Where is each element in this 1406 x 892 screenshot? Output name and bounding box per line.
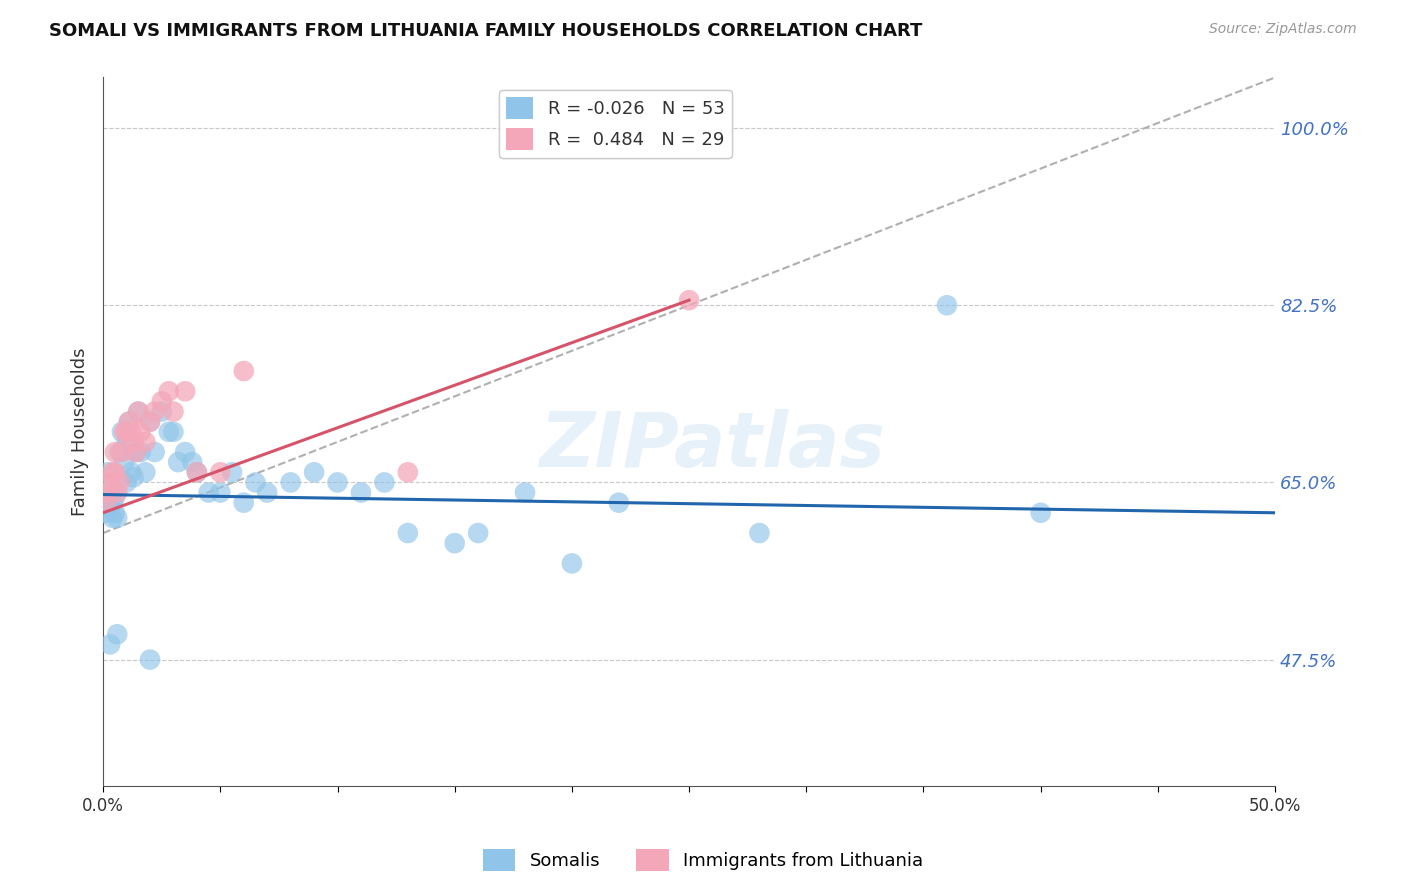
Point: [104, 506, 127, 520]
Point: [98, 500, 121, 515]
Point: [98, 475, 121, 490]
Point: [127, 404, 149, 418]
Point: [97, 485, 120, 500]
Point: [104, 445, 127, 459]
Point: [104, 465, 127, 479]
Point: [122, 434, 145, 449]
Point: [97, 485, 120, 500]
Point: [94, 506, 117, 520]
Point: [129, 425, 152, 439]
Point: [443, 536, 465, 550]
Point: [111, 445, 134, 459]
Text: SOMALI VS IMMIGRANTS FROM LITHUANIA FAMILY HOUSEHOLDS CORRELATION CHART: SOMALI VS IMMIGRANTS FROM LITHUANIA FAMI…: [49, 22, 922, 40]
Point: [186, 465, 208, 479]
Point: [115, 425, 138, 439]
Point: [232, 364, 254, 378]
Point: [115, 475, 138, 490]
Point: [118, 415, 141, 429]
Point: [245, 475, 267, 490]
Point: [139, 652, 162, 666]
Point: [607, 496, 630, 510]
Point: [181, 455, 204, 469]
Point: [678, 293, 700, 308]
Point: [98, 637, 121, 651]
Point: [134, 434, 156, 449]
Point: [162, 425, 184, 439]
Point: [186, 465, 208, 479]
Point: [120, 465, 142, 479]
Point: [1029, 506, 1052, 520]
Point: [167, 455, 190, 469]
Point: [120, 425, 142, 439]
Text: ZIPatlas: ZIPatlas: [540, 409, 886, 483]
Point: [748, 526, 770, 541]
Point: [150, 394, 173, 409]
Point: [143, 445, 166, 459]
Point: [108, 475, 131, 490]
Point: [129, 445, 152, 459]
Point: [127, 404, 149, 418]
Y-axis label: Family Households: Family Households: [72, 348, 89, 516]
Text: Source: ZipAtlas.com: Source: ZipAtlas.com: [1209, 22, 1357, 37]
Point: [197, 485, 219, 500]
Point: [280, 475, 302, 490]
Point: [134, 465, 156, 479]
Point: [373, 475, 395, 490]
Point: [125, 445, 148, 459]
Point: [350, 485, 373, 500]
Point: [396, 465, 419, 479]
Point: [139, 415, 162, 429]
Point: [101, 496, 124, 510]
Point: [561, 557, 583, 571]
Point: [105, 485, 128, 500]
Point: [150, 404, 173, 418]
Point: [232, 496, 254, 510]
Point: [396, 526, 419, 541]
Point: [467, 526, 489, 541]
Point: [513, 485, 536, 500]
Point: [97, 465, 120, 479]
Point: [174, 445, 197, 459]
Point: [111, 425, 134, 439]
Point: [157, 384, 180, 399]
Point: [101, 511, 124, 525]
Point: [935, 298, 957, 312]
Point: [157, 425, 180, 439]
Point: [174, 384, 197, 399]
Point: [101, 465, 124, 479]
Point: [105, 511, 128, 525]
Point: [122, 470, 145, 484]
Point: [104, 491, 127, 505]
Point: [162, 404, 184, 418]
Point: [115, 434, 138, 449]
Point: [105, 627, 128, 641]
Point: [302, 465, 325, 479]
Point: [139, 415, 162, 429]
Point: [112, 455, 135, 469]
Point: [256, 485, 278, 500]
Point: [143, 404, 166, 418]
Point: [94, 496, 117, 510]
Legend: R = -0.026   N = 53, R =  0.484   N = 29: R = -0.026 N = 53, R = 0.484 N = 29: [499, 90, 731, 158]
Point: [108, 445, 131, 459]
Legend: Somalis, Immigrants from Lithuania: Somalis, Immigrants from Lithuania: [475, 842, 931, 879]
Point: [125, 445, 148, 459]
Point: [326, 475, 349, 490]
Point: [118, 415, 141, 429]
Point: [221, 465, 243, 479]
Point: [209, 465, 232, 479]
Point: [209, 485, 232, 500]
Point: [112, 425, 135, 439]
